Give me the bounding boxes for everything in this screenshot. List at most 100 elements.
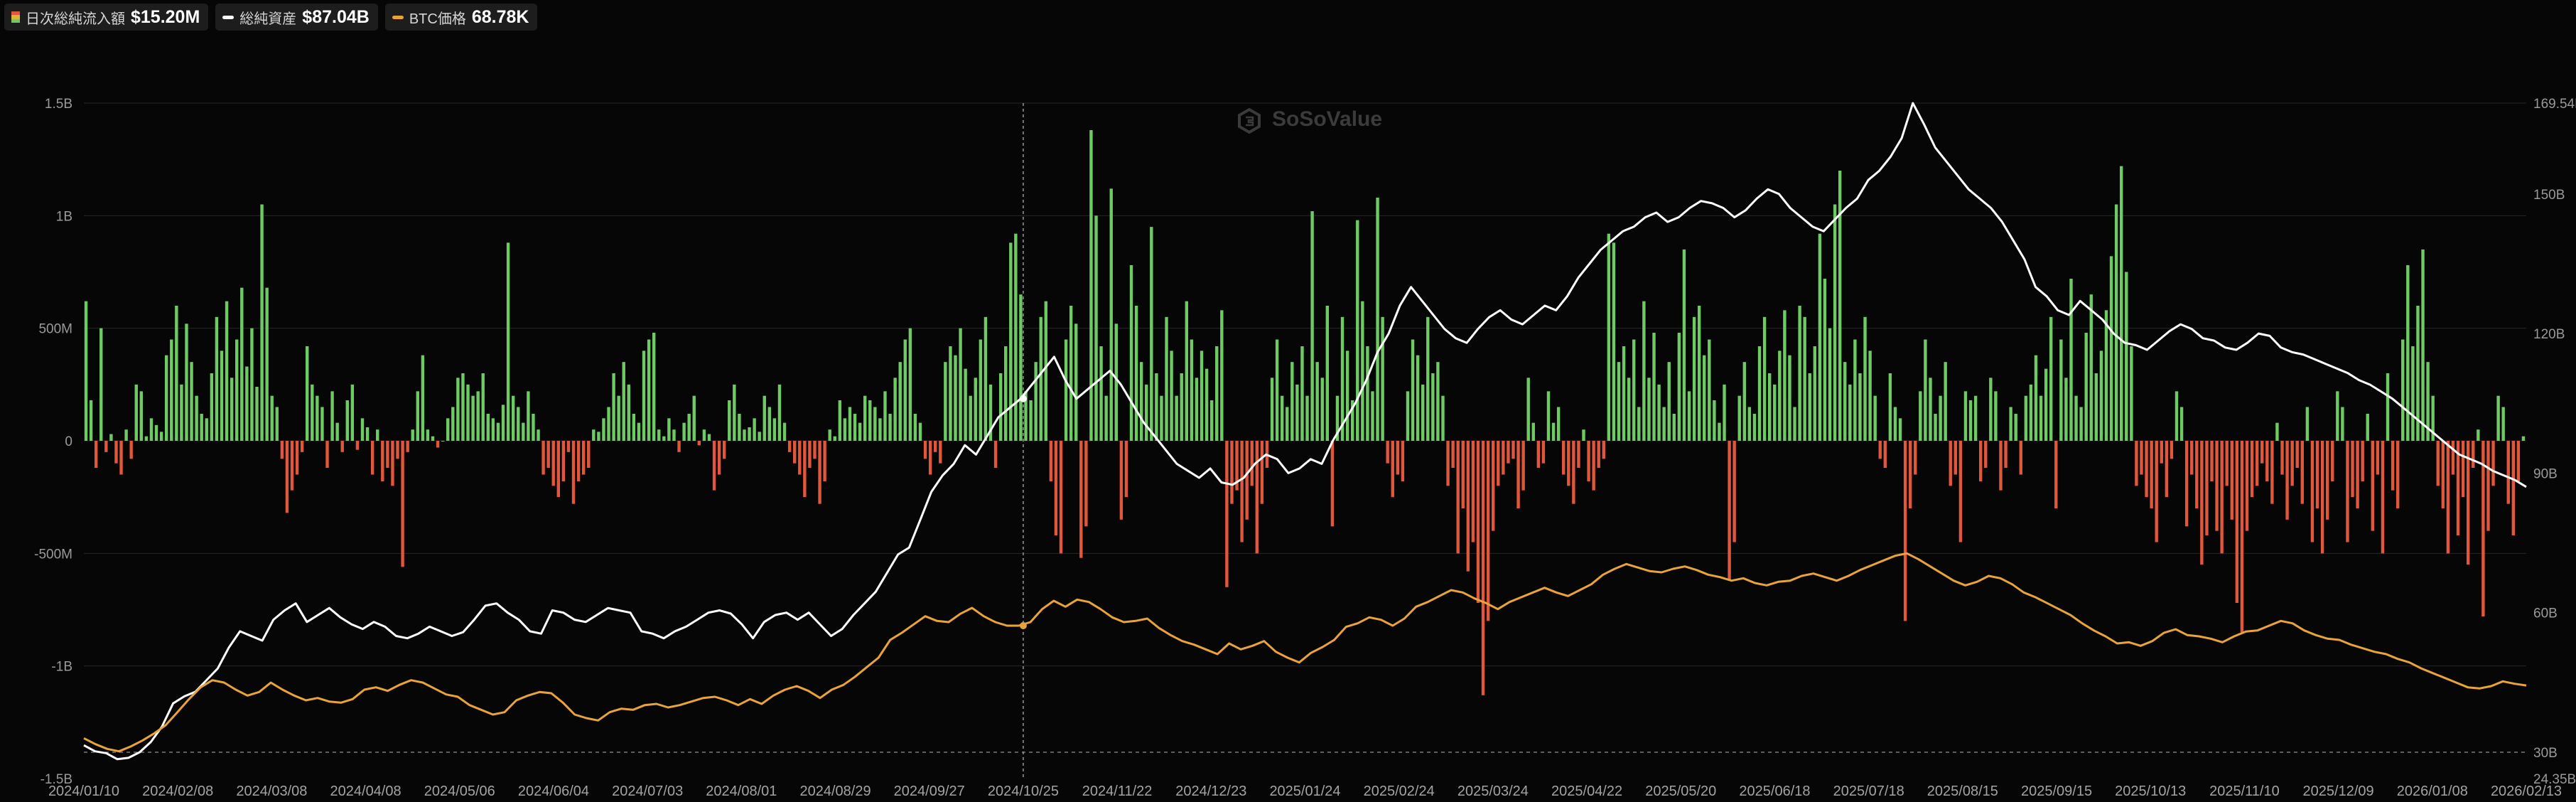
flow-bar	[2179, 407, 2184, 441]
flow-bar	[290, 441, 294, 491]
flow-bar	[2300, 441, 2304, 504]
flow-bar	[2260, 441, 2264, 464]
flow-bar	[581, 441, 586, 475]
flow-bar	[2104, 310, 2108, 441]
flow-bar	[235, 339, 239, 441]
flow-bar	[541, 441, 545, 475]
flow-bar	[1708, 339, 1711, 441]
flow-bar	[1145, 384, 1148, 441]
flow-bar	[1838, 171, 1842, 441]
flow-bar	[697, 441, 701, 446]
flow-bar	[1376, 198, 1379, 441]
flow-bar	[1793, 407, 1796, 441]
flow-bar	[1094, 215, 1098, 441]
flow-bar	[154, 424, 158, 441]
flow-bar	[265, 287, 269, 441]
flow-bar	[1692, 316, 1696, 441]
flow-bar	[988, 384, 993, 441]
flow-bar	[175, 306, 178, 441]
flow-bar	[1300, 346, 1304, 441]
flow-bar	[662, 436, 666, 441]
flow-bar	[1914, 441, 1917, 475]
flow-bar	[2054, 441, 2058, 508]
flow-bar	[476, 391, 480, 441]
flow-bar	[1742, 362, 1746, 441]
flow-bar	[793, 441, 797, 464]
flow-bar	[1551, 422, 1556, 441]
flow-bar	[1893, 407, 1897, 441]
flow-bar	[1989, 378, 1993, 441]
flow-bar	[2290, 441, 2294, 486]
flow-bar	[436, 441, 440, 448]
flow-bar	[863, 395, 867, 441]
x-tick: 2024/10/25	[988, 784, 1059, 799]
legend-label: 総純資産	[239, 11, 297, 27]
flow-bar	[2174, 391, 2179, 441]
flow-bar	[1366, 346, 1369, 441]
flow-bar	[1994, 391, 1998, 441]
flow-bar	[506, 242, 510, 441]
flow-bar	[767, 407, 772, 441]
flow-bar	[642, 351, 646, 441]
flow-bar	[1009, 242, 1013, 441]
flow-bar	[1652, 333, 1656, 441]
flow-bar	[798, 441, 802, 475]
flow-bar	[2491, 441, 2495, 486]
flow-bar	[647, 339, 651, 441]
flow-bar	[2230, 441, 2233, 520]
flow-bar	[1637, 407, 1641, 441]
flow-bar	[2215, 441, 2219, 531]
flow-bar	[99, 328, 103, 441]
flow-bar	[762, 395, 766, 441]
watermark: SoSoValue	[1238, 107, 1382, 134]
flow-bar	[481, 373, 485, 441]
y-right-tick: 150B	[2533, 188, 2565, 203]
flow-bar	[702, 429, 706, 441]
flow-bar	[1556, 407, 1561, 441]
flow-bar	[119, 441, 123, 475]
legend-value: 68.78K	[471, 6, 529, 27]
flow-bar	[1356, 220, 1359, 441]
legend-item-2[interactable]: BTC価格 68.78K	[384, 4, 538, 31]
flow-bar	[144, 436, 149, 441]
legend-item-1[interactable]: 総純資産 $87.04B	[215, 4, 378, 31]
flow-bar	[1667, 362, 1671, 441]
flow-bar	[1672, 414, 1676, 441]
flow-bar	[1155, 373, 1158, 441]
flow-bar	[2069, 279, 2073, 441]
flow-bar	[1541, 441, 1546, 464]
flow-bar	[2125, 272, 2128, 441]
flow-bar	[1562, 441, 1565, 475]
flow-bar	[396, 441, 399, 459]
flow-bar	[2486, 441, 2490, 531]
flow-bar	[1682, 249, 1686, 441]
flow-bar	[1160, 395, 1163, 441]
flow-bar	[2472, 441, 2475, 468]
flow-bar	[2029, 384, 2033, 441]
flow-bar	[1732, 441, 1736, 542]
flow-bar	[2114, 204, 2118, 441]
flow-bar	[1014, 233, 1018, 441]
flow-bar	[782, 422, 787, 441]
flow-bar	[1134, 306, 1138, 441]
flow-bar	[1497, 441, 1500, 486]
legend-item-0[interactable]: 日次総純流入額 $15.20M	[4, 4, 209, 31]
flow-bar	[1939, 395, 1942, 441]
flow-bar	[828, 429, 831, 441]
flow-bar	[316, 395, 319, 441]
flow-bar	[1592, 441, 1595, 491]
flow-bar	[1019, 294, 1023, 441]
flow-bar	[461, 373, 465, 441]
flow-bar	[1054, 441, 1058, 535]
flow-bar	[1180, 373, 1183, 441]
flow-bar	[1190, 339, 1194, 441]
flow-bar	[426, 429, 430, 441]
flow-bar	[1165, 316, 1168, 441]
flow-bar	[1325, 306, 1330, 441]
flow-bar	[1345, 351, 1349, 441]
flow-bar	[1024, 391, 1028, 441]
flow-bar	[2461, 441, 2465, 498]
flow-bar	[1622, 346, 1626, 441]
flow-bar	[883, 391, 887, 441]
flow-bar	[1124, 441, 1128, 498]
